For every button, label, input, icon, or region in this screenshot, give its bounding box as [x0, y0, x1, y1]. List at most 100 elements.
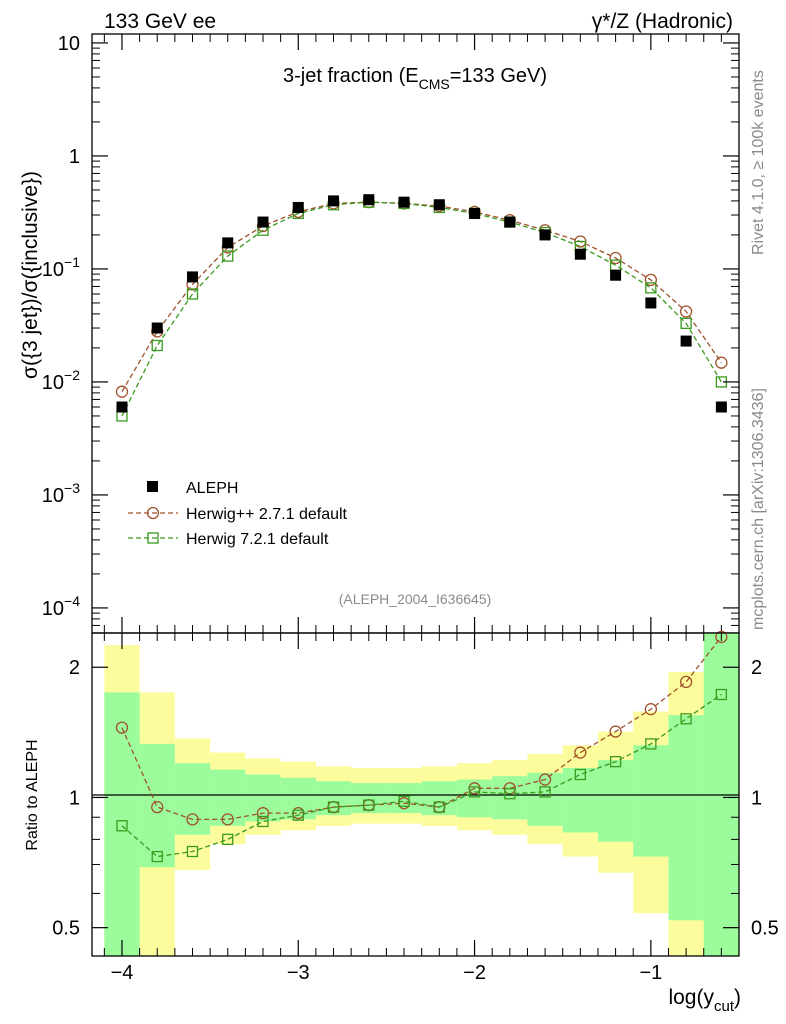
ratio-herwigpp-point — [221, 813, 234, 826]
ratio-herwig7-point — [222, 833, 234, 846]
main-y-tick-base: 1 — [69, 146, 80, 168]
ratio-herwig7-point — [116, 820, 128, 832]
main-herwig7-point — [680, 317, 692, 329]
ratio-herwigpp-point — [115, 721, 129, 734]
ratio-band-inner-bin — [456, 779, 493, 818]
main-y-tick-label: 10−4 — [42, 593, 80, 620]
ratio-y-axis-label: Ratio to ALEPH — [24, 739, 41, 850]
main-y-tick-base: 10 — [42, 485, 64, 507]
main-y-tick-label: 10−2 — [42, 367, 80, 394]
main-plot-title: 3-jet fraction (ECMS=133 GeV) — [283, 65, 547, 92]
main-aleph-point — [363, 194, 375, 206]
ratio-herwig7-point — [186, 845, 199, 858]
main-aleph-point — [116, 401, 128, 413]
x-tick-label: −1 — [639, 962, 662, 984]
ratio-band-inner-bin — [104, 692, 140, 956]
ratio-herwig7-point — [609, 756, 622, 768]
analysis-watermark: (ALEPH_2004_I636645) — [339, 591, 492, 607]
main-aleph-point — [151, 322, 163, 334]
main-aleph-point — [469, 207, 481, 219]
x-axis-label-tail: ) — [734, 986, 741, 1009]
ratio-herwigpp-point — [538, 773, 552, 786]
ratio-band-inner-bin — [174, 763, 211, 835]
ratio-band-inner-bin — [527, 772, 563, 826]
header-right-label: γ*/Z (Hadronic) — [592, 10, 733, 33]
ratio-herwig7-point — [151, 850, 163, 863]
ratio-herwigpp-point — [715, 630, 728, 644]
legend-label-herwig7: Herwig 7.2.1 default — [186, 531, 329, 548]
legend-marker-herwig7 — [147, 532, 159, 544]
header-left-label: 133 GeV ee — [104, 10, 216, 33]
main-aleph-point — [645, 297, 657, 309]
main-y-tick-base: 10 — [42, 372, 64, 394]
ratio-band-inner-bin — [668, 715, 704, 921]
ratio-herwigpp-point — [609, 725, 622, 738]
ratio-herwig7-point — [539, 786, 551, 798]
main-y-tick-exponent: −3 — [64, 480, 80, 496]
legend-marker-herwigpp — [146, 506, 160, 520]
rivet-version-label: Rivet 4.1.0, ≥ 100k events — [750, 70, 767, 255]
mcplots-reference-label: mcplots.cern.ch [arXiv:1306.3436] — [750, 388, 767, 630]
main-y-tick-label: 10 — [58, 33, 80, 55]
main-y-tick-base: 10 — [58, 33, 80, 55]
main-y-tick-label: 1 — [69, 146, 80, 168]
ratio-herwig7-point — [363, 799, 375, 811]
x-axis-label-main: log(y — [668, 986, 714, 1009]
main-aleph-point — [680, 335, 692, 347]
main-y-tick-exponent: −4 — [64, 593, 80, 609]
main-y-tick-label: 10−1 — [42, 254, 80, 281]
main-plot-title-tail: =133 GeV) — [450, 65, 547, 87]
legend: ALEPH Herwig++ 2.7.1 default Herwig 7.2.… — [128, 480, 348, 548]
ratio-band-inner-bin — [139, 743, 175, 868]
ratio-y-tick-label: 0.5 — [52, 918, 80, 940]
main-herwigpp-line — [121, 201, 722, 393]
ratio-x-axis: −4 −3 −2 −1 — [103, 633, 722, 984]
ratio-herwig7-point — [292, 809, 304, 821]
ratio-herwig7-point — [327, 801, 340, 813]
main-herwigpp-point — [609, 251, 622, 265]
ratio-band-inner-bin — [562, 767, 598, 833]
x-tick-label: −3 — [287, 962, 310, 984]
ratio-herwig7-point — [715, 688, 728, 701]
main-y-tick-exponent: −1 — [64, 254, 80, 270]
ratio-herwig7-point — [257, 815, 269, 828]
ratio-y-axis: 0.5 0.5 1 1 2 2 — [52, 657, 779, 939]
main-aleph-point — [186, 271, 198, 283]
ratio-plot-panel: 0.5 0.5 1 1 2 2 −4 −3 −2 −1 Ratio to ALEPH log(y… — [24, 630, 779, 1015]
main-aleph-point — [539, 229, 551, 241]
ratio-band-inner-bin — [210, 769, 246, 826]
main-aleph-point — [504, 216, 516, 228]
main-herwigpp-point — [715, 356, 728, 369]
main-herwig7-point — [222, 250, 234, 262]
main-plot-title-sub: CMS — [419, 76, 450, 92]
ratio-band-inner-bin — [633, 745, 669, 857]
main-herwigpp-point — [679, 305, 693, 318]
ratio-herwigpp-point — [644, 703, 658, 716]
main-aleph-point — [292, 201, 304, 213]
main-herwig7-line — [121, 201, 722, 417]
x-axis-label: log(ycut) — [668, 986, 741, 1015]
ratio-herwig7-point — [504, 788, 516, 800]
main-y-axis-label: σ({3 jet})/σ({inclusive}) — [19, 171, 42, 379]
main-aleph-point — [257, 216, 269, 228]
x-axis-label-sub: cut — [714, 998, 735, 1015]
main-herwig7-point — [186, 288, 199, 300]
ratio-y-tick-label: 1 — [69, 787, 80, 809]
main-aleph-point — [574, 248, 586, 260]
ratio-herwigpp-point — [256, 806, 270, 820]
legend-marker-aleph — [147, 481, 158, 492]
ratio-y-tick-label-right: 1 — [751, 787, 762, 809]
main-herwigpp-point — [115, 385, 129, 398]
main-aleph-point — [398, 196, 410, 208]
ratio-band-inner-bin — [421, 781, 457, 816]
ratio-plot-frame — [91, 632, 740, 957]
main-plot-title-main: 3-jet fraction (E — [283, 65, 419, 87]
main-aleph-point — [328, 195, 340, 207]
ratio-herwig7-point — [433, 801, 445, 813]
x-tick-label: −4 — [111, 962, 134, 984]
legend-label-herwigpp: Herwig++ 2.7.1 default — [186, 506, 348, 523]
ratio-herwig7-point — [680, 713, 692, 725]
